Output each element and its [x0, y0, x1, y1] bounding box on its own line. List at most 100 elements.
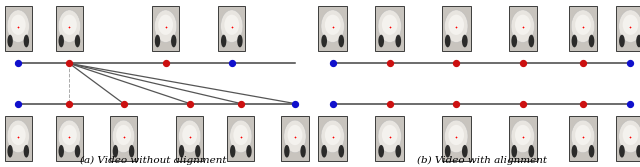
Ellipse shape	[515, 125, 531, 145]
Ellipse shape	[230, 120, 252, 153]
Ellipse shape	[511, 145, 517, 157]
Ellipse shape	[449, 125, 464, 145]
Ellipse shape	[339, 145, 344, 157]
Bar	[4, 116, 32, 161]
Point	[385, 62, 395, 65]
Ellipse shape	[113, 120, 134, 153]
Point	[625, 62, 636, 65]
Ellipse shape	[75, 145, 80, 157]
Bar	[569, 116, 597, 161]
Point	[451, 102, 461, 105]
Ellipse shape	[154, 10, 177, 42]
Ellipse shape	[511, 35, 517, 47]
Ellipse shape	[58, 10, 81, 42]
Ellipse shape	[300, 145, 306, 157]
Ellipse shape	[325, 125, 340, 145]
Point	[184, 102, 195, 105]
Ellipse shape	[515, 15, 531, 35]
Ellipse shape	[575, 15, 591, 35]
Bar	[442, 6, 470, 51]
Ellipse shape	[589, 35, 595, 47]
Bar	[282, 116, 308, 161]
Ellipse shape	[321, 10, 344, 42]
Ellipse shape	[623, 15, 638, 35]
Ellipse shape	[378, 120, 401, 153]
Point	[518, 102, 528, 105]
Ellipse shape	[8, 145, 13, 157]
Ellipse shape	[321, 35, 327, 47]
Ellipse shape	[221, 10, 243, 42]
Ellipse shape	[623, 125, 638, 145]
Point	[328, 102, 338, 105]
Point	[118, 102, 129, 105]
Point	[518, 62, 528, 65]
Ellipse shape	[572, 35, 577, 47]
Bar	[376, 6, 404, 51]
Ellipse shape	[221, 35, 227, 47]
Ellipse shape	[511, 10, 534, 42]
Ellipse shape	[619, 10, 640, 42]
Bar	[442, 116, 470, 161]
Ellipse shape	[62, 15, 77, 35]
Ellipse shape	[529, 35, 534, 47]
Ellipse shape	[445, 145, 451, 157]
Text: (a) Video without alignment: (a) Video without alignment	[81, 156, 227, 165]
Ellipse shape	[284, 145, 289, 157]
Ellipse shape	[445, 35, 451, 47]
Ellipse shape	[230, 145, 236, 157]
Ellipse shape	[589, 145, 595, 157]
Bar	[110, 116, 137, 161]
Ellipse shape	[462, 145, 468, 157]
Ellipse shape	[396, 145, 401, 157]
Ellipse shape	[62, 125, 77, 145]
Bar	[4, 6, 32, 51]
Ellipse shape	[382, 15, 397, 35]
Bar	[616, 6, 640, 51]
Point	[13, 62, 24, 65]
Ellipse shape	[339, 35, 344, 47]
Ellipse shape	[396, 35, 401, 47]
Ellipse shape	[155, 35, 160, 47]
Ellipse shape	[179, 120, 201, 153]
Ellipse shape	[378, 35, 384, 47]
Bar	[56, 116, 83, 161]
Ellipse shape	[75, 35, 80, 47]
Ellipse shape	[195, 145, 200, 157]
Point	[161, 62, 171, 65]
Bar	[319, 116, 347, 161]
Bar	[218, 6, 245, 51]
Bar	[509, 116, 537, 161]
Ellipse shape	[234, 125, 248, 145]
Bar	[569, 6, 597, 51]
Bar	[152, 6, 179, 51]
Ellipse shape	[287, 125, 303, 145]
Ellipse shape	[529, 145, 534, 157]
Ellipse shape	[619, 145, 625, 157]
Ellipse shape	[449, 15, 464, 35]
Ellipse shape	[116, 125, 131, 145]
Ellipse shape	[58, 35, 64, 47]
Ellipse shape	[284, 120, 306, 153]
Ellipse shape	[382, 125, 397, 145]
Ellipse shape	[321, 145, 327, 157]
Point	[328, 62, 338, 65]
Ellipse shape	[445, 10, 468, 42]
Ellipse shape	[321, 120, 344, 153]
Ellipse shape	[378, 145, 384, 157]
Point	[451, 62, 461, 65]
Ellipse shape	[158, 15, 173, 35]
Ellipse shape	[171, 35, 177, 47]
Ellipse shape	[11, 125, 26, 145]
Point	[64, 62, 74, 65]
Ellipse shape	[58, 120, 81, 153]
Point	[64, 102, 74, 105]
Point	[385, 102, 395, 105]
Ellipse shape	[225, 15, 239, 35]
Ellipse shape	[7, 10, 29, 42]
Point	[625, 102, 636, 105]
Point	[578, 102, 588, 105]
Ellipse shape	[113, 145, 118, 157]
Bar	[56, 6, 83, 51]
Ellipse shape	[636, 35, 640, 47]
Ellipse shape	[636, 145, 640, 157]
